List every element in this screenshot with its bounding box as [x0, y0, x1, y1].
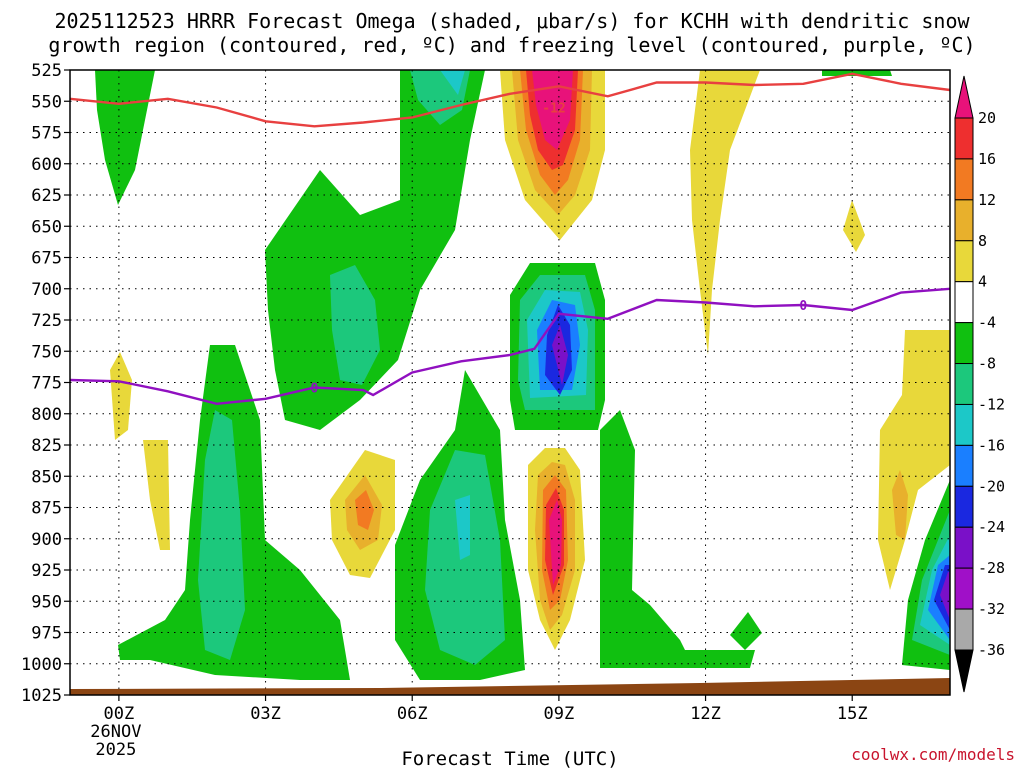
y-tick-label: 675 [31, 249, 62, 269]
x-tick-label: 06Z [397, 704, 428, 724]
omega-region [843, 200, 865, 252]
x-tick-label: 00Z [104, 704, 135, 724]
x-tick-sublabel: 26NOV [90, 722, 141, 742]
omega-region [95, 70, 155, 205]
colorbar-label: -20 [978, 477, 1005, 495]
y-tick-label: 525 [31, 61, 62, 81]
y-tick-label: 775 [31, 374, 62, 394]
x-tick-label: 15Z [837, 704, 868, 724]
y-tick-label: 750 [31, 342, 62, 362]
omega-region [822, 70, 892, 76]
colorbar-bin [954, 240, 974, 283]
colorbar-bin [954, 363, 974, 405]
colorbar-bin [954, 444, 974, 487]
y-tick-label: 800 [31, 405, 62, 425]
credit-link[interactable]: coolwx.com/models [851, 745, 1015, 764]
y-tick-label: 550 [31, 92, 62, 112]
contours: -12 0 0 [69, 72, 951, 406]
omega-region [265, 70, 485, 430]
omega-region [552, 325, 568, 385]
x-axis-title: Forecast Time (UTC) [401, 748, 618, 768]
y-tick-label: 600 [31, 155, 62, 175]
colorbar-top-arrow [954, 75, 974, 119]
omega-region [355, 490, 374, 530]
colorbar-bottom-arrow [954, 649, 974, 693]
contour-label: -12 [542, 102, 565, 117]
omega-region [600, 650, 755, 668]
contour-line [69, 287, 951, 406]
ground-terrain [70, 678, 950, 695]
colorbar-label: -16 [978, 436, 1005, 454]
colorbar-bin [954, 158, 974, 201]
colorbar-bin [954, 608, 974, 651]
y-axis: 525 550 575 600 625 650 675 700 725 750 775 800 825 8… [21, 61, 70, 706]
chart-title-line-1: 2025112523 HRRR Forecast Omega (shaded, … [54, 9, 970, 33]
omega-region [940, 572, 950, 620]
colorbar-label: -24 [978, 518, 1005, 536]
x-tick-sublabel: 2025 [95, 740, 136, 760]
omega-region [892, 470, 908, 540]
omega-region [690, 70, 760, 355]
colorbar-label: -8 [978, 355, 996, 373]
y-tick-label: 950 [31, 592, 62, 612]
colorbar-bin [954, 117, 974, 160]
omega-region [549, 500, 562, 585]
x-tick-label: 03Z [250, 704, 281, 724]
contour-label: 0 [799, 299, 807, 314]
colorbar-bin [954, 403, 974, 446]
y-tick-label: 925 [31, 561, 62, 581]
grid [70, 69, 950, 696]
y-tick-label: 975 [31, 624, 62, 644]
omega-region [600, 410, 690, 665]
y-tick-label: 875 [31, 499, 62, 519]
contour-label: 0 [311, 382, 319, 397]
x-tick-label: 12Z [690, 704, 721, 724]
colorbar-label: 12 [978, 191, 996, 209]
colorbar-label: 4 [978, 273, 987, 291]
omega-region [110, 352, 132, 440]
y-tick-label: 1000 [21, 655, 62, 675]
omega-region [440, 70, 465, 95]
colorbar-bin [954, 567, 974, 610]
y-tick-label: 850 [31, 467, 62, 487]
colorbar-bin [954, 485, 974, 528]
colorbar-bin [954, 199, 974, 242]
y-tick-label: 725 [31, 311, 62, 331]
y-tick-label: 825 [31, 436, 62, 456]
y-tick-label: 575 [31, 124, 62, 144]
y-tick-label: 900 [31, 530, 62, 550]
x-tick-label: 09Z [544, 704, 575, 724]
colorbar-label: -12 [978, 395, 1005, 413]
colorbar-label: 20 [978, 109, 996, 127]
y-tick-label: 1025 [21, 686, 62, 706]
omega-shading [95, 70, 950, 680]
colorbar-label: -32 [978, 600, 1005, 618]
chart-title-line-2: growth region (contoured, red, ºC) and f… [48, 33, 975, 57]
contour-line [69, 72, 951, 128]
colorbar-bin [954, 322, 974, 365]
colorbar-label: 8 [978, 232, 987, 250]
colorbar-bin [954, 281, 974, 324]
colorbar-bin [954, 526, 974, 569]
colorbar: 20 16 12 8 4 -4 -8 -12 -16 -20 -24 -28 -32 -36 [954, 75, 1005, 693]
omega-region [198, 410, 245, 660]
colorbar-label: 16 [978, 150, 996, 168]
colorbar-label: -4 [978, 314, 996, 332]
y-tick-label: 700 [31, 280, 62, 300]
omega-region [730, 612, 762, 650]
colorbar-label: -36 [978, 641, 1005, 659]
y-tick-label: 650 [31, 217, 62, 237]
y-tick-label: 625 [31, 186, 62, 206]
omega-region [455, 495, 470, 560]
omega-region [330, 265, 380, 385]
colorbar-label: -28 [978, 559, 1005, 577]
omega-region [143, 440, 170, 550]
